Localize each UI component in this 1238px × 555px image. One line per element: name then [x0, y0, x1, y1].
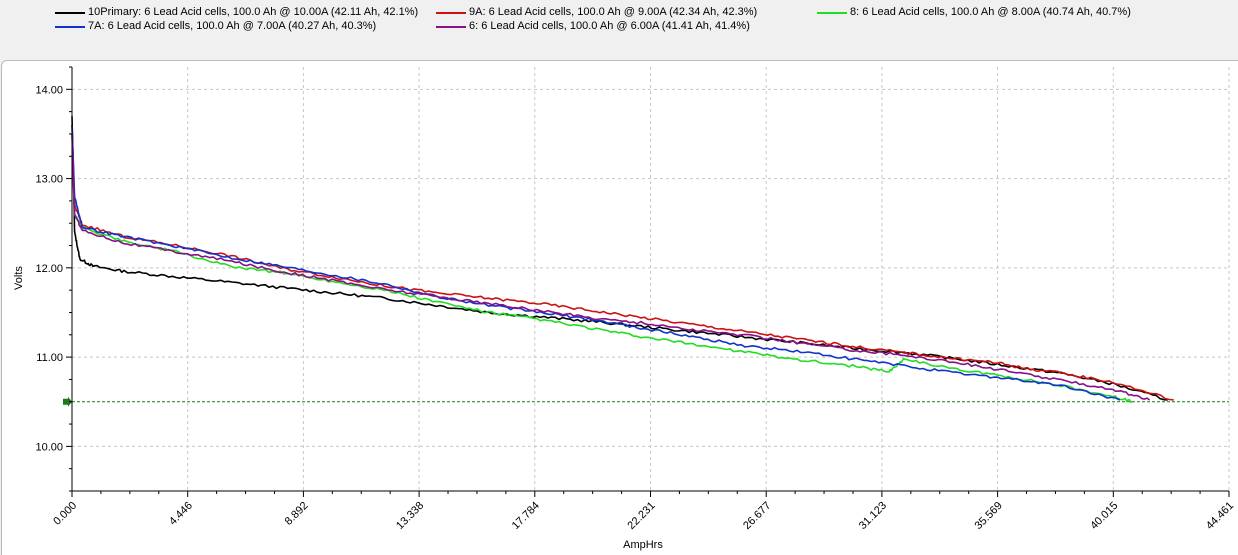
legend-label: 8: 6 Lead Acid cells, 100.0 Ah @ 8.00A (…	[850, 6, 1131, 18]
y-tick-label: 11.00	[36, 352, 63, 364]
legend-swatch	[817, 11, 847, 14]
legend-swatch	[436, 11, 466, 14]
threshold-arrow-icon	[63, 396, 72, 407]
legend-label: 9A: 6 Lead Acid cells, 100.0 Ah @ 9.00A …	[469, 6, 758, 18]
grid-lines	[72, 67, 1230, 491]
legend-swatch	[55, 25, 85, 28]
legend-label: 6: 6 Lead Acid cells, 100.0 Ah @ 6.00A (…	[469, 20, 750, 32]
legend-item-series-3[interactable]: 7A: 6 Lead Acid cells, 100.0 Ah @ 7.00A …	[55, 20, 376, 33]
y-tick-label: 13.00	[35, 174, 63, 186]
x-tick-label: 40.015	[1088, 500, 1120, 532]
series-line-4	[71, 133, 1151, 401]
y-axis-label: Volts	[13, 266, 25, 290]
threshold-group	[63, 396, 1229, 407]
x-tick-label: 31.123	[857, 500, 889, 532]
series-line-3	[71, 124, 1121, 401]
legend-item-series-2[interactable]: 8: 6 Lead Acid cells, 100.0 Ah @ 8.00A (…	[817, 6, 1131, 19]
series-group	[71, 116, 1174, 403]
legend-label: 7A: 6 Lead Acid cells, 100.0 Ah @ 7.00A …	[88, 20, 377, 32]
x-tick-label: 35.569	[973, 500, 1005, 532]
x-tick-label: 44.461	[1204, 500, 1236, 532]
y-tick-label: 14.00	[35, 84, 63, 96]
x-tick-label: 22.231	[625, 500, 657, 532]
legend-swatch	[55, 11, 85, 14]
legend-item-series-4[interactable]: 6: 6 Lead Acid cells, 100.0 Ah @ 6.00A (…	[436, 20, 750, 33]
legend-label: 10Primary: 6 Lead Acid cells, 100.0 Ah @…	[88, 6, 419, 18]
series-line-2	[71, 133, 1133, 403]
tick-labels: 0.000 4.446 8.892 13.338 17.784 22.231 26.677 3…	[35, 66, 1236, 532]
y-tick-label: 10.00	[35, 441, 63, 453]
x-tick-label: 17.784	[510, 500, 542, 532]
legend-item-series-1[interactable]: 9A: 6 Lead Acid cells, 100.0 Ah @ 9.00A …	[436, 6, 757, 19]
x-tick-label: 4.446	[167, 500, 195, 528]
y-tick-label: 12.00	[35, 263, 63, 275]
x-tick-label: 0.000	[51, 500, 79, 528]
x-tick-label: 8.892	[283, 500, 311, 528]
x-tick-label: 26.677	[741, 500, 773, 532]
plot-panel	[1, 60, 1238, 555]
chart-legend: 10Primary: 6 Lead Acid cells, 100.0 Ah @…	[0, 0, 1238, 58]
legend-swatch	[436, 25, 466, 28]
x-tick-label: 13.338	[394, 500, 426, 532]
x-axis-label: AmpHrs	[623, 539, 663, 551]
legend-item-series-0[interactable]: 10Primary: 6 Lead Acid cells, 100.0 Ah @…	[55, 6, 418, 19]
